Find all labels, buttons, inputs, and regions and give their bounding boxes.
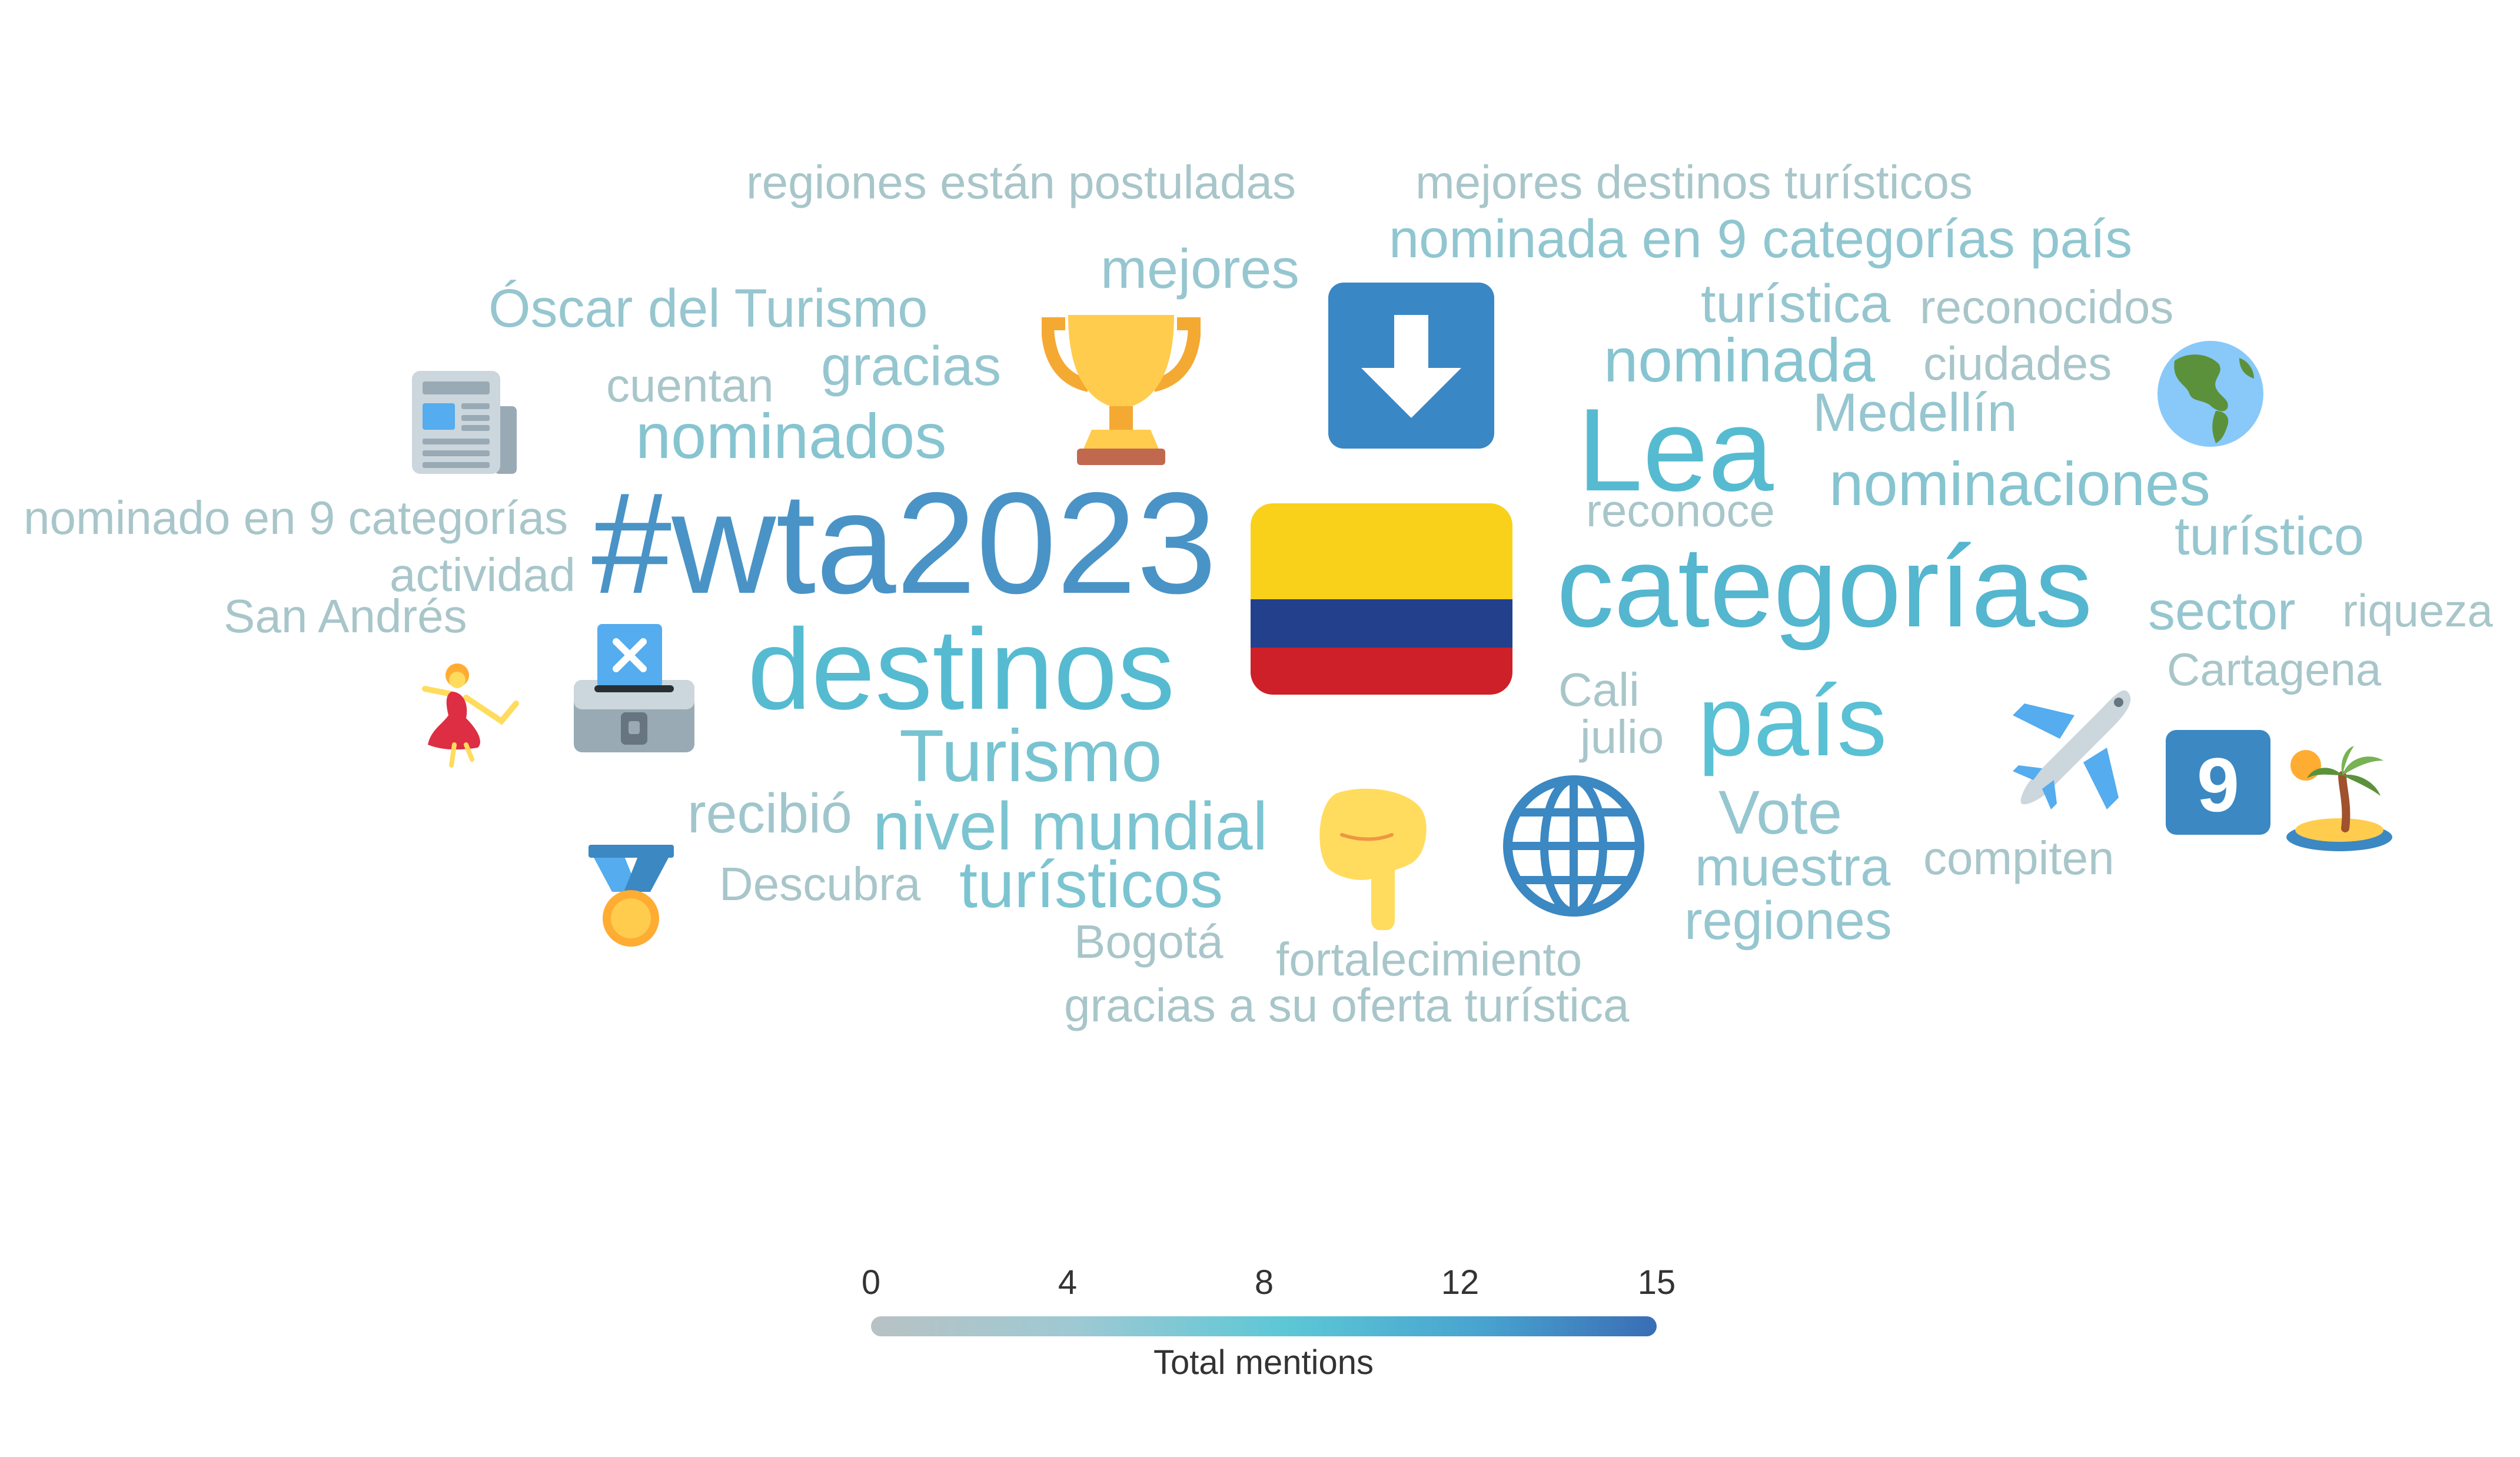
word-fortalecimiento: fortalecimiento — [1276, 933, 1583, 985]
word-nominado-9-categorias: nominado en 9 categorías — [24, 492, 569, 544]
color-legend: 0 4 8 12 15 Total mentions — [862, 1263, 1675, 1395]
word-turistico: turístico — [2175, 506, 2365, 566]
word-turistica: turística — [1701, 274, 1891, 334]
word-pais: país — [1698, 665, 1887, 777]
word-turismo: Turismo — [899, 715, 1162, 797]
legend-tick: 8 — [1254, 1263, 1274, 1302]
word-cartagena: Cartagena — [2167, 643, 2382, 695]
word-riqueza: riqueza — [2342, 585, 2493, 636]
word-san-andres: San Andrés — [224, 590, 467, 642]
word-categorias: categorías — [1557, 523, 2093, 651]
desert-island-icon — [2286, 746, 2392, 851]
pointing-down-hand-icon — [1319, 788, 1427, 930]
word-turisticos: turísticos — [959, 848, 1224, 921]
legend-tick: 15 — [1637, 1263, 1676, 1302]
word-mejores: mejores — [1101, 238, 1299, 300]
down-arrow-button-icon — [1328, 283, 1494, 449]
word-lea: Lea — [1577, 384, 1774, 516]
word-compiten: compiten — [1923, 832, 2115, 884]
word-reconocidos: reconocidos — [1920, 281, 2174, 333]
svg-text:9: 9 — [2197, 742, 2239, 828]
legend-tick: 12 — [1441, 1263, 1480, 1302]
keycap-9-icon: 9 — [2166, 730, 2270, 835]
trophy-icon — [1042, 315, 1201, 465]
word-regiones: regiones — [1684, 891, 1892, 951]
word-nominada-9-categorias-pais: nominada en 9 categorías país — [1389, 209, 2133, 269]
word-cali: Cali — [1558, 663, 1640, 716]
word-wta2023: #wta2023 — [591, 462, 1217, 623]
word-oscar-del-turismo: Óscar del Turismo — [488, 278, 928, 338]
newspaper-icon — [412, 371, 517, 474]
word-julio: julio — [1580, 711, 1664, 763]
word-reconoce: reconoce — [1586, 484, 1775, 536]
word-nivel-mundial: nivel mundial — [873, 789, 1268, 864]
word-destinos: destinos — [747, 605, 1175, 734]
word-gracias: gracias — [821, 335, 1002, 397]
legend-tick: 0 — [861, 1263, 881, 1302]
dancer-icon — [422, 663, 519, 768]
word-sector: sector — [2148, 581, 2296, 641]
medal-icon — [589, 845, 674, 947]
word-muestra: muestra — [1695, 837, 1891, 897]
word-regiones-estan-postuladas: regiones están postuladas — [746, 156, 1296, 208]
word-bogota: Bogotá — [1074, 915, 1224, 968]
word-ciudades: ciudades — [1923, 337, 2112, 390]
legend-colorbar — [871, 1316, 1657, 1336]
word-nominada: nominada — [1604, 326, 1876, 395]
word-nominados: nominados — [636, 400, 947, 472]
globe-meridians-icon — [1503, 775, 1644, 917]
word-cuentan: cuentan — [606, 359, 774, 411]
word-medellin: Medellín — [1813, 383, 2017, 443]
word-mejores-destinos-turisticos: mejores destinos turísticos — [1415, 156, 1973, 208]
ballot-box-icon — [574, 624, 694, 752]
legend-tick: 4 — [1058, 1263, 1078, 1302]
word-actividad: actividad — [390, 549, 576, 601]
word-descubra: Descubra — [719, 858, 921, 910]
word-vote: Vote — [1718, 778, 1843, 847]
word-nominaciones: nominaciones — [1829, 450, 2210, 519]
legend-title: Total mentions — [1153, 1343, 1374, 1382]
airplane-icon — [2013, 690, 2131, 809]
globe-americas-icon — [2157, 341, 2263, 447]
word-recibio: recibió — [687, 782, 852, 845]
colombia-flag-icon — [1251, 503, 1512, 695]
word-gracias-oferta-turistica: gracias a su oferta turística — [1064, 979, 1630, 1031]
